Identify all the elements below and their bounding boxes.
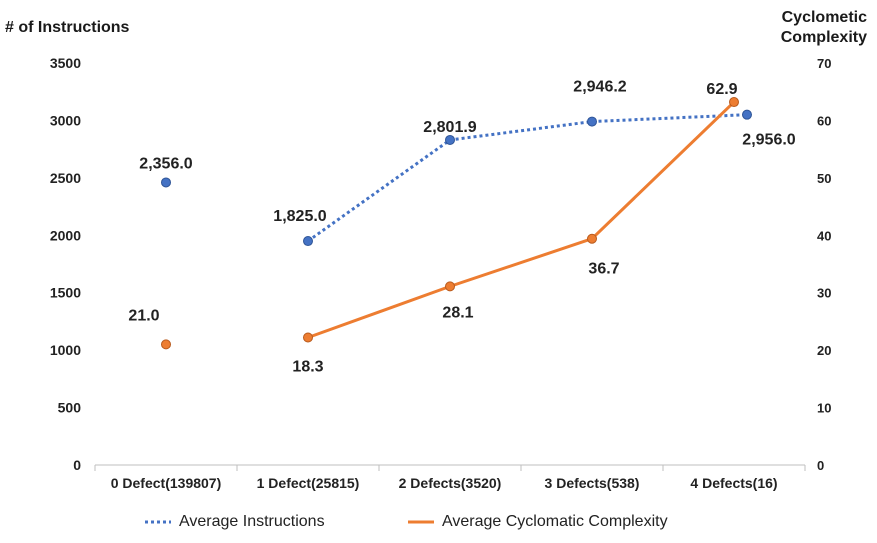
data-label: 2,801.9: [423, 119, 476, 136]
data-point: [161, 177, 171, 188]
legend-item-instructions: Average Instructions: [145, 510, 325, 534]
legend-item-complexity: Average Cyclomatic Complexity: [408, 510, 668, 534]
y-tick-label-right: 50: [817, 171, 831, 186]
y-axis-right-title: Cyclometic Complexity: [780, 9, 867, 46]
x-tick-label: 0 Defect(139807): [111, 475, 222, 491]
y-axis-left-title: # of Instructions: [5, 19, 130, 36]
data-point: [742, 109, 752, 120]
data-label: 36.7: [588, 261, 619, 278]
legend-swatch-dotted: [145, 520, 171, 524]
data-point: [587, 233, 597, 244]
data-label: 62.9: [706, 81, 737, 98]
x-tick-label: 4 Defects(16): [690, 475, 777, 491]
x-tick-label: 2 Defects(3520): [399, 475, 502, 491]
y-tick-label-left: 3500: [50, 55, 81, 71]
x-tick-label: 1 Defect(25815): [257, 475, 360, 491]
data-label: 21.0: [128, 307, 159, 324]
data-point: [445, 281, 455, 292]
y-tick-label-left: 3000: [50, 112, 81, 128]
y-tick-label-right: 30: [817, 286, 831, 301]
data-label: 18.3: [292, 359, 323, 376]
y-tick-label-right: 20: [817, 343, 831, 358]
data-label: 2,946.2: [573, 79, 626, 96]
x-tick-label: 3 Defects(538): [545, 475, 640, 491]
data-label: 2,356.0: [139, 155, 192, 172]
data-point: [303, 236, 313, 247]
y-tick-label-left: 500: [58, 400, 82, 416]
y-tick-label-left: 1500: [50, 285, 81, 301]
legend-label-complexity: Average Cyclomatic Complexity: [442, 513, 668, 530]
y-tick-label-left: 2500: [50, 170, 81, 186]
y-tick-label-right: 70: [817, 56, 831, 71]
data-point: [445, 134, 455, 145]
y-tick-label-right: 0: [817, 458, 824, 473]
data-point: [729, 97, 739, 108]
data-point: [161, 339, 171, 350]
y-tick-label-left: 2000: [50, 227, 81, 243]
y-tick-label-right: 40: [817, 228, 831, 243]
y-tick-label-right: 60: [817, 113, 831, 128]
legend-swatch-solid: [408, 520, 434, 524]
y-tick-label-left: 0: [73, 457, 81, 473]
y-tick-label-right: 10: [817, 401, 831, 416]
data-label: 1,825.0: [273, 208, 326, 225]
data-point: [587, 116, 597, 127]
data-label: 28.1: [442, 304, 473, 321]
series-line-0: [307, 113, 748, 243]
data-label: 2,956.0: [742, 132, 795, 149]
data-point: [303, 332, 313, 343]
legend-label-instructions: Average Instructions: [179, 513, 325, 530]
legend: Average Instructions Average Cyclomatic …: [0, 510, 877, 534]
y-tick-label-left: 1000: [50, 342, 81, 358]
series-line-1: [307, 100, 736, 339]
